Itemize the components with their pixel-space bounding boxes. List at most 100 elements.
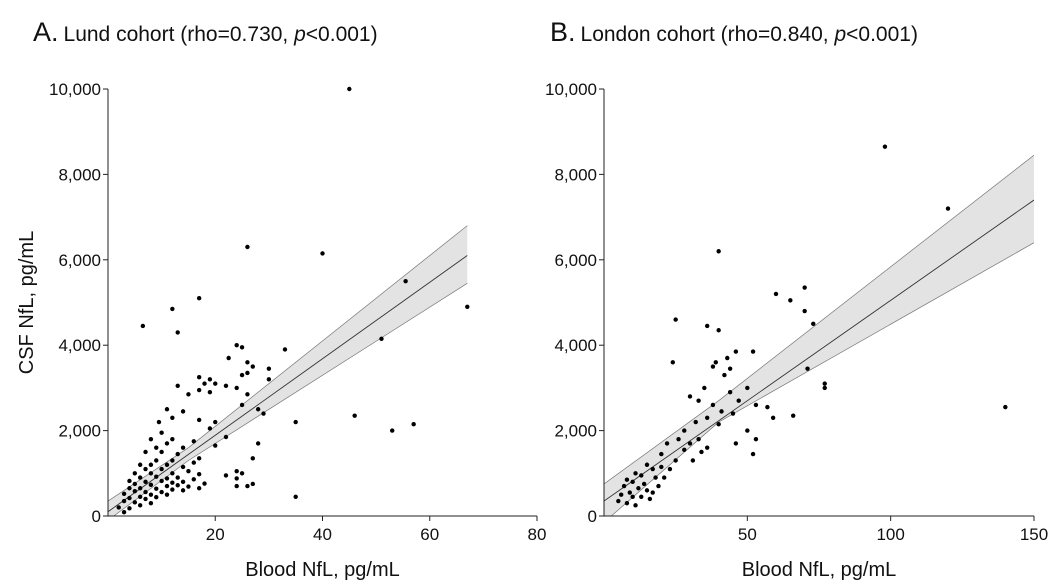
data-point [154,445,159,450]
data-point [154,458,159,463]
data-point [791,413,796,418]
data-point [140,323,146,329]
data-point [822,385,827,391]
y-tick-label: 4,000 [58,336,101,355]
data-point [137,475,143,480]
data-point [137,486,143,491]
data-point [725,355,730,361]
data-point [266,366,272,371]
data-point [656,483,661,489]
data-point [196,387,202,393]
data-point [750,451,756,457]
data-point [676,436,681,442]
data-point [705,323,710,329]
data-point [653,475,658,480]
data-point [213,381,218,386]
data-point [175,383,180,388]
ci-lower-line [610,242,1034,516]
data-point [170,415,175,420]
data-point [719,409,724,414]
data-point [137,462,143,467]
data-point [733,441,739,446]
data-point [664,441,670,446]
data-point [175,483,180,488]
data-point [633,503,638,508]
data-point [403,278,408,284]
data-point [239,345,245,350]
data-point [180,409,186,414]
data-point [127,486,132,491]
data-point [682,428,687,433]
data-point [196,417,202,423]
data-point [127,506,132,511]
data-point [659,464,664,470]
data-point [250,364,255,369]
data-point [802,308,807,314]
data-point [733,349,739,354]
data-point [639,473,644,478]
data-point [320,251,325,256]
data-point [207,426,213,431]
data-point [390,428,395,433]
data-point [710,364,716,369]
data-point [239,402,245,408]
data-point [207,389,213,395]
data-point [690,458,696,463]
data-point [180,488,186,493]
data-point [154,474,159,479]
data-point [191,460,196,465]
data-point [379,336,384,341]
data-point [702,385,707,391]
data-point [196,375,202,380]
data-point [245,360,250,365]
data-point [805,366,810,371]
data-point [650,466,655,472]
y-tick-label: 6,000 [554,251,597,270]
data-point [175,451,180,457]
data-point [164,462,170,467]
panel-title-text: Lund cohort (rho=0.730, [64,23,295,46]
data-point [693,419,698,425]
data-point [788,298,793,303]
data-point [727,389,733,395]
data-point [164,476,170,481]
data-point [170,306,175,312]
data-point [137,494,143,499]
data-point [882,144,888,149]
data-point [716,249,721,254]
data-point [710,402,716,408]
data-point [143,496,148,502]
regression-line [604,199,1034,502]
data-point [234,483,239,489]
data-point [616,498,621,504]
data-point [745,428,750,433]
panel-title-p: p [293,23,306,46]
data-point [170,471,175,476]
ci-upper-line [108,225,468,502]
data-point [802,285,807,290]
data-point [143,449,148,455]
data-point [713,360,718,365]
data-point [687,394,693,399]
data-point [175,475,180,480]
data-point [234,468,239,474]
panel-letter: A. [33,17,59,47]
data-point [667,466,673,472]
confidence-band [604,155,1034,516]
data-point [624,500,630,506]
data-point [633,471,638,476]
y-tick-label: 10,000 [49,80,101,99]
data-point [148,500,154,506]
data-point [705,445,710,450]
data-point [770,415,776,420]
data-point [186,468,191,474]
x-tick-label: 150 [1020,525,1048,544]
data-point [650,490,655,495]
data-point [234,385,239,391]
y-axis-label: CSF NfL, pg/mL [16,231,38,374]
data-point [234,476,239,481]
data-point [687,441,693,446]
data-point [127,478,132,484]
data-point [745,385,750,391]
